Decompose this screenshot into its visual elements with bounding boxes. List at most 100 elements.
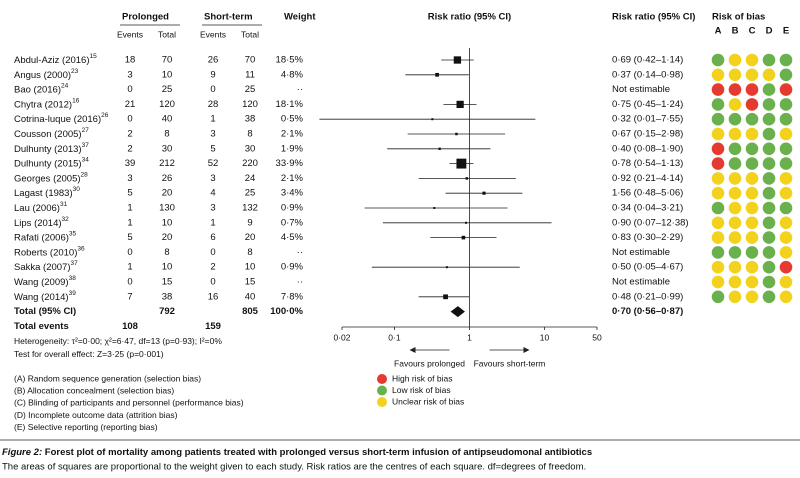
bias-dot xyxy=(762,83,776,96)
cell-number: 10 xyxy=(162,217,173,228)
cell-number: 10 xyxy=(162,69,173,80)
cell-number: 0 xyxy=(127,277,132,288)
cell-number: 11 xyxy=(245,69,255,80)
bias-dot xyxy=(728,142,742,156)
cell-number: 3 xyxy=(127,69,132,80)
bias-domain: (C) Blinding of participants and personn… xyxy=(14,398,244,408)
study-name: Roberts (2010)36 xyxy=(14,245,85,258)
bias-dot xyxy=(762,201,776,215)
cell-number: 70 xyxy=(162,55,173,66)
bias-dot xyxy=(711,83,725,96)
bias-dot xyxy=(745,275,759,289)
cell-number: 20 xyxy=(162,188,173,199)
cell-number: 0 xyxy=(127,84,132,95)
cell-number: 120 xyxy=(242,99,258,110)
study-name: Cousson (2005)27 xyxy=(14,127,89,140)
bias-dot xyxy=(728,157,742,170)
bias-dot xyxy=(711,68,725,82)
rr-label: 0·90 (0·07–12·38) xyxy=(612,217,689,228)
cell-number: 38 xyxy=(162,291,173,302)
bias-dot xyxy=(728,127,742,141)
cell-number: 52 xyxy=(208,158,219,169)
subheader: Events xyxy=(200,29,226,39)
cell-number: 9 xyxy=(247,217,252,228)
bias-dot xyxy=(728,172,742,185)
x-label-left: Favours prolonged xyxy=(394,358,465,368)
cell-number: 28 xyxy=(208,99,219,110)
weight-square xyxy=(456,158,467,169)
total-number: 805 xyxy=(242,306,259,317)
bias-dot xyxy=(745,98,759,111)
study-ref: 28 xyxy=(81,171,89,178)
bias-dot xyxy=(728,68,742,82)
bias-dot xyxy=(779,98,793,111)
study-ref: 34 xyxy=(82,156,90,163)
bias-dot xyxy=(711,127,725,141)
cell-number: 24 xyxy=(245,173,256,184)
rr-label: 0·37 (0·14–0·98) xyxy=(612,69,683,80)
weight-square xyxy=(445,266,448,269)
subheader: Events xyxy=(117,29,143,39)
cell-number: 3 xyxy=(210,203,215,214)
study-ref: 38 xyxy=(69,275,77,282)
bias-dot xyxy=(745,186,759,200)
x-tick-label: 0·02 xyxy=(333,332,350,342)
weight-square xyxy=(482,191,486,195)
header: Prolonged xyxy=(122,12,169,23)
legend-label: High risk of bias xyxy=(392,373,452,383)
bias-dot xyxy=(762,231,776,244)
weight-label: 18·5% xyxy=(276,55,304,66)
study-name-text: Abdul-Aziz (2016) xyxy=(14,55,90,66)
rr-label: 0·78 (0·54–1·13) xyxy=(612,158,683,169)
cell-number: 5 xyxy=(127,232,132,243)
subheader: Total xyxy=(241,29,259,39)
rr-label: 1·56 (0·48–5·06) xyxy=(612,188,683,199)
weight-square xyxy=(453,56,462,64)
bias-dot xyxy=(745,127,759,141)
cell-number: 8 xyxy=(164,247,169,258)
x-label-right: Favours short-term xyxy=(474,358,546,368)
bias-dot xyxy=(728,83,742,96)
bias-dot xyxy=(711,157,725,170)
cell-number: 40 xyxy=(162,114,173,125)
cell-number: 212 xyxy=(159,158,175,169)
study-name: Abdul-Aziz (2016)15 xyxy=(14,53,97,66)
weight-label: 18·1% xyxy=(276,99,304,110)
weight-label: 0·5% xyxy=(281,114,304,125)
bias-domain: (E) Selective reporting (reporting bias) xyxy=(14,422,158,432)
study-ref: 35 xyxy=(69,230,77,237)
bias-dot xyxy=(745,68,759,82)
bias-dot xyxy=(745,83,759,96)
cell-number: 26 xyxy=(162,173,173,184)
bias-dot xyxy=(779,127,793,141)
study-name: Dulhunty (2015)34 xyxy=(14,156,89,169)
weight-label: 7·8% xyxy=(281,291,304,302)
study-name-text: Cousson (2005) xyxy=(14,129,82,140)
cell-number: 15 xyxy=(245,277,256,288)
bias-dot xyxy=(762,260,776,274)
bias-dot xyxy=(745,172,759,185)
bias-dot xyxy=(728,53,742,67)
bias-dot xyxy=(728,246,742,259)
bias-dot xyxy=(762,157,776,170)
bias-dot xyxy=(779,216,793,230)
rr-label: Not estimable xyxy=(612,277,670,288)
weight-label: ·· xyxy=(297,277,303,288)
cell-number: 30 xyxy=(245,143,256,154)
cell-number: 8 xyxy=(247,247,252,258)
bias-dot xyxy=(728,112,742,126)
bias-dot xyxy=(762,290,776,304)
weight-square xyxy=(455,132,458,136)
bias-dot xyxy=(779,275,793,289)
cell-number: 9 xyxy=(210,69,215,80)
weight-square xyxy=(435,72,439,77)
weight-label: 3·4% xyxy=(281,188,304,199)
cell-number: 220 xyxy=(242,158,258,169)
cell-number: 7 xyxy=(127,291,132,302)
cell-number: 15 xyxy=(162,277,173,288)
weight-label: 4·8% xyxy=(281,69,304,80)
bias-dot xyxy=(779,172,793,185)
bias-dot xyxy=(728,275,742,289)
rr-label: 0·69 (0·42–1·14) xyxy=(612,55,683,66)
bias-letter: C xyxy=(749,26,756,37)
